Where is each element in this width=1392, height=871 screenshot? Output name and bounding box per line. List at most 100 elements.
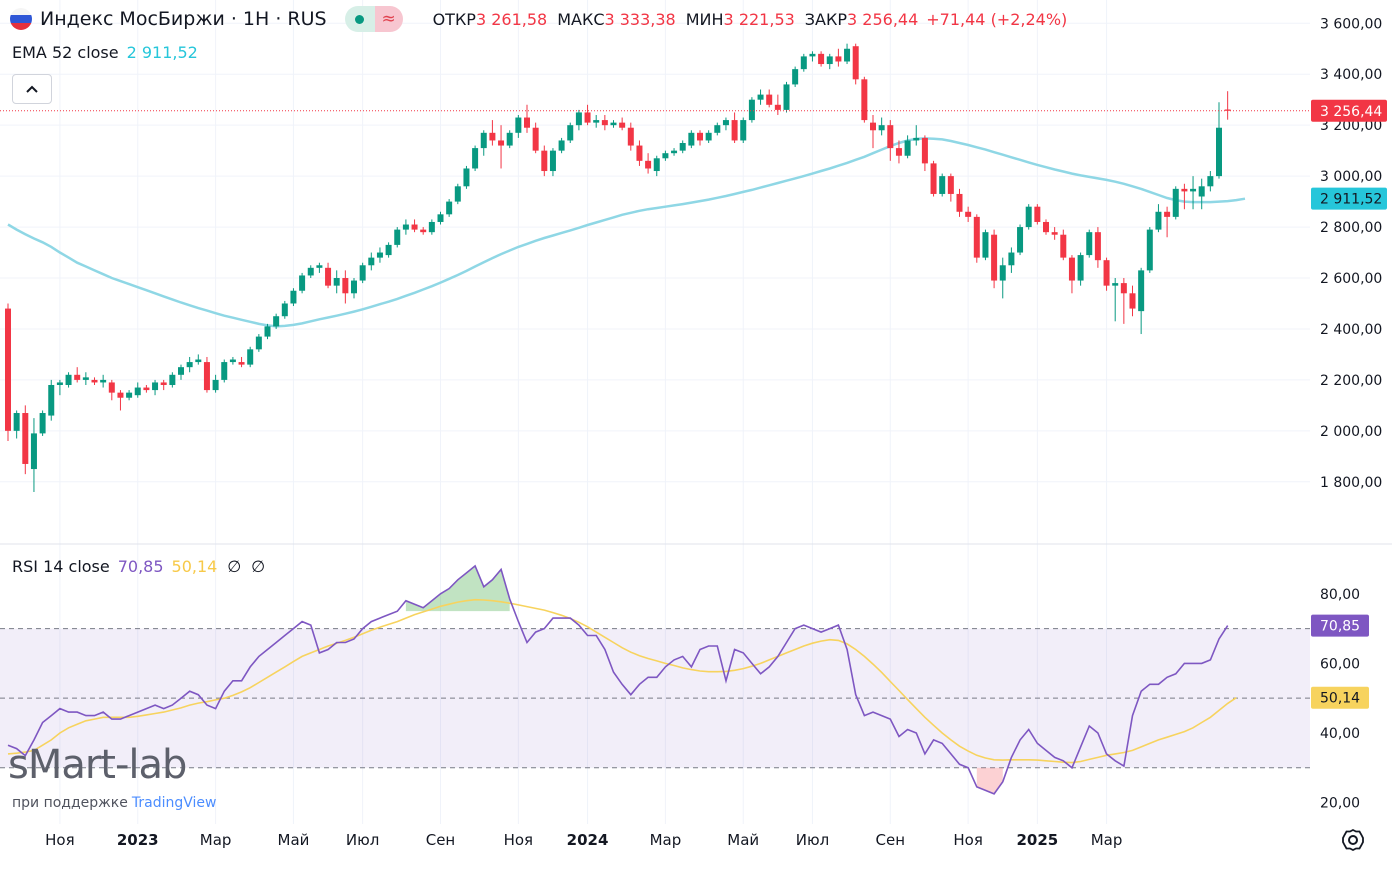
candle[interactable]: [818, 53, 825, 65]
ema-legend[interactable]: EMA 52 close 2 911,52: [12, 43, 198, 62]
candle[interactable]: [342, 278, 349, 294]
candle[interactable]: [662, 153, 669, 159]
candle[interactable]: [1146, 229, 1153, 271]
candle[interactable]: [835, 56, 842, 62]
candle[interactable]: [688, 132, 695, 146]
candle[interactable]: [1094, 232, 1101, 261]
candle[interactable]: [939, 176, 946, 194]
candle[interactable]: [108, 382, 115, 393]
candle[interactable]: [584, 112, 591, 123]
candle[interactable]: [982, 232, 989, 258]
candle[interactable]: [134, 387, 141, 396]
candle[interactable]: [1025, 206, 1032, 228]
candle[interactable]: [376, 252, 383, 258]
candle[interactable]: [30, 433, 37, 470]
candle[interactable]: [446, 201, 453, 215]
candle[interactable]: [593, 120, 600, 123]
candle[interactable]: [913, 137, 920, 141]
candle[interactable]: [697, 132, 703, 141]
candle[interactable]: [203, 362, 210, 391]
candle[interactable]: [757, 94, 764, 100]
candle[interactable]: [1224, 109, 1231, 111]
candle[interactable]: [281, 303, 288, 317]
candle[interactable]: [549, 150, 556, 172]
candle[interactable]: [238, 362, 245, 365]
candle[interactable]: [965, 211, 972, 217]
candle[interactable]: [48, 384, 55, 416]
candle[interactable]: [722, 120, 729, 126]
candle[interactable]: [645, 160, 652, 169]
candle[interactable]: [947, 176, 954, 194]
candle[interactable]: [1043, 221, 1049, 233]
candle[interactable]: [22, 413, 29, 464]
candle[interactable]: [420, 229, 427, 233]
candle[interactable]: [1155, 211, 1162, 230]
gear-icon[interactable]: [1340, 827, 1366, 853]
candle[interactable]: [1216, 127, 1222, 177]
candle[interactable]: [1008, 252, 1015, 266]
candle[interactable]: [627, 127, 634, 146]
candle[interactable]: [748, 99, 755, 121]
candle[interactable]: [454, 186, 461, 202]
candle[interactable]: [601, 120, 608, 126]
candle[interactable]: [783, 84, 790, 110]
candle[interactable]: [636, 145, 643, 161]
candle[interactable]: [524, 117, 530, 128]
candle[interactable]: [368, 257, 375, 266]
candle[interactable]: [290, 290, 297, 304]
candle[interactable]: [316, 265, 323, 268]
candle[interactable]: [826, 56, 833, 65]
candle[interactable]: [1138, 270, 1145, 312]
candle[interactable]: [1077, 255, 1084, 281]
candle[interactable]: [385, 244, 392, 256]
candle[interactable]: [653, 158, 660, 172]
candle[interactable]: [195, 359, 202, 363]
candle[interactable]: [74, 374, 81, 380]
candle[interactable]: [143, 387, 150, 391]
candle[interactable]: [973, 216, 980, 258]
candle[interactable]: [299, 275, 306, 291]
candle[interactable]: [1172, 188, 1179, 217]
candle[interactable]: [82, 377, 89, 380]
candle[interactable]: [870, 122, 876, 131]
candle[interactable]: [480, 132, 487, 149]
candle[interactable]: [904, 140, 911, 156]
candle[interactable]: [428, 221, 435, 233]
candle[interactable]: [152, 382, 159, 391]
candle[interactable]: [229, 359, 236, 363]
candle[interactable]: [895, 148, 902, 156]
candle[interactable]: [394, 229, 401, 245]
symbol-title[interactable]: Индекс МосБиржи · 1Н · RUS: [40, 8, 327, 30]
candle[interactable]: [463, 168, 470, 187]
candle[interactable]: [359, 265, 366, 281]
candle[interactable]: [1060, 234, 1067, 258]
candle[interactable]: [402, 224, 409, 230]
candle[interactable]: [1190, 188, 1197, 192]
tradingview-link[interactable]: TradingView: [131, 795, 217, 811]
candle[interactable]: [186, 362, 193, 368]
candle[interactable]: [13, 413, 20, 431]
candle[interactable]: [117, 392, 124, 398]
candle[interactable]: [221, 362, 228, 380]
candle[interactable]: [5, 308, 11, 431]
candle[interactable]: [1034, 206, 1041, 222]
candle[interactable]: [100, 379, 107, 383]
candle[interactable]: [255, 336, 262, 350]
candle[interactable]: [1207, 176, 1214, 187]
candle[interactable]: [169, 374, 176, 385]
candle[interactable]: [307, 267, 314, 276]
candle[interactable]: [411, 224, 418, 230]
candle[interactable]: [498, 140, 505, 146]
candle[interactable]: [212, 379, 219, 391]
candle[interactable]: [878, 125, 885, 131]
candle[interactable]: [1112, 283, 1119, 286]
candle[interactable]: [567, 125, 574, 141]
candle[interactable]: [489, 132, 496, 141]
candle[interactable]: [619, 122, 626, 128]
candle[interactable]: [126, 392, 133, 398]
candle[interactable]: [956, 193, 963, 212]
rsi-legend[interactable]: RSI 14 close 70,85 50,14 ∅ ∅: [12, 557, 265, 576]
candle[interactable]: [1181, 188, 1188, 192]
candle[interactable]: [1198, 186, 1205, 197]
